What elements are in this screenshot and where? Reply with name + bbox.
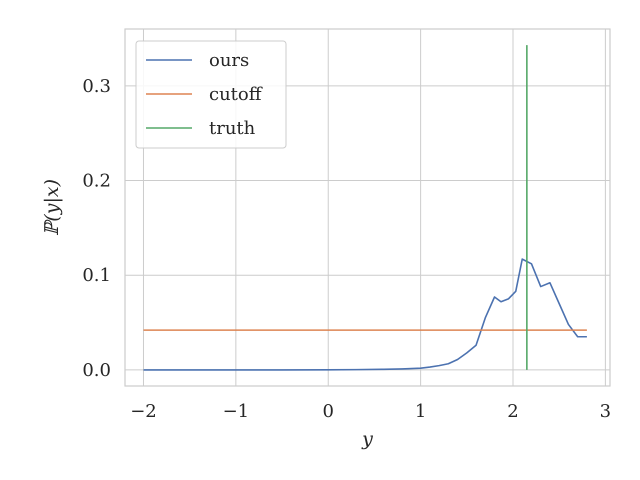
x-tick-label: −1 — [223, 401, 250, 422]
legend-box — [135, 40, 287, 149]
plot-frame — [124, 28, 611, 387]
y-tick-label: 0.1 — [82, 265, 111, 286]
legend-label-cutoff: cutoff — [209, 84, 263, 105]
y-tick-label: 0.2 — [82, 171, 111, 192]
series-layer — [143, 45, 587, 371]
x-tick-label: −2 — [130, 401, 157, 422]
legend-label-ours: ours — [209, 50, 249, 71]
y-tick-label: 0.3 — [82, 76, 111, 97]
series-line-ours — [143, 258, 587, 371]
legend-label-truth: truth — [209, 118, 256, 139]
x-axis-label: y — [361, 428, 373, 450]
x-tick-label: 3 — [600, 401, 611, 422]
x-tick-label: 2 — [507, 401, 518, 422]
y-tick-labels: 0.0 0.1 0.2 0.3 — [82, 76, 111, 381]
y-tick-label: 0.0 — [82, 360, 111, 381]
y-axis-label: ℙ(y|x) — [41, 179, 63, 236]
x-tick-labels: −2 −1 0 1 2 3 — [130, 401, 611, 422]
legend: ours cutoff truth — [135, 40, 287, 149]
x-tick-label: 0 — [323, 401, 334, 422]
x-tick-label: 1 — [415, 401, 426, 422]
